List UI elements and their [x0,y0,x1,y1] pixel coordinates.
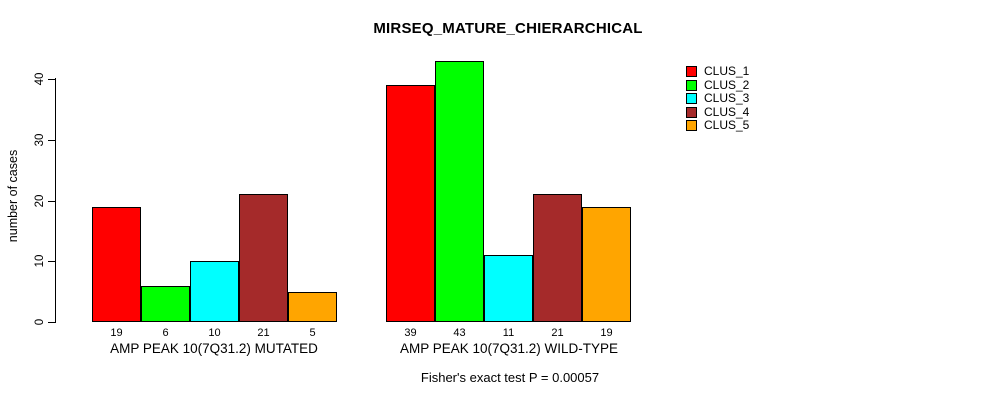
y-tick-label-40: 40 [34,72,46,85]
legend-item-clus_4: CLUS_4 [686,104,750,119]
legend-label-clus_1: CLUS_1 [704,64,750,78]
legend-item-clus_1: CLUS_1 [686,64,750,78]
category-label-mutated: AMP PEAK 10(7Q31.2) MUTATED [110,341,318,356]
bar-clus_4-group1 [239,194,288,322]
y-tick-mark-0 [48,321,56,323]
y-tick-mark-40 [48,78,56,80]
y-tick-label-10: 10 [34,254,46,267]
legend-item-clus_5: CLUS_5 [686,118,750,132]
legend-swatch-clus_5 [686,120,697,131]
bar-value-clus_2-group1: 6 [162,327,169,339]
legend-swatch-clus_3 [686,93,697,104]
y-tick-label-0: 0 [34,318,46,325]
bar-clus_3-group1 [190,261,239,322]
bar-clus_3-group2 [484,255,533,322]
bar-clus_1-group1 [92,207,141,322]
legend: CLUS_1 CLUS_2 CLUS_3 CLUS_4 CLUS_5 [686,64,750,134]
bar-value-clus_4-group2: 21 [551,327,564,339]
bar-clus_5-group2 [582,207,631,322]
bar-value-clus_1-group2: 39 [404,327,417,339]
legend-label-clus_2: CLUS_2 [704,77,750,92]
bar-value-clus_3-group2: 11 [502,327,515,339]
chart-title: MIRSEQ_MATURE_CHIERARCHICAL [373,20,643,37]
legend-label-clus_5: CLUS_5 [704,118,750,132]
legend-label-clus_4: CLUS_4 [704,104,750,119]
bar-value-clus_2-group2: 43 [453,327,466,339]
bar-clus_2-group2 [435,61,484,322]
bar-value-clus_1-group1: 19 [110,327,123,339]
legend-label-clus_3: CLUS_3 [704,91,750,105]
bar-value-clus_5-group2: 19 [600,327,613,339]
y-tick-mark-30 [48,139,56,141]
y-axis-line [55,78,56,322]
bar-value-clus_5-group1: 5 [309,327,316,339]
bar-value-clus_3-group1: 10 [208,327,221,339]
legend-item-clus_2: CLUS_2 [686,77,750,92]
y-tick-label-30: 30 [34,133,46,146]
y-tick-mark-20 [48,200,56,202]
y-tick-mark-10 [48,260,56,262]
legend-swatch-clus_4 [686,106,697,118]
bar-clus_2-group1 [141,286,190,322]
category-label-wild-type: AMP PEAK 10(7Q31.2) WILD-TYPE [399,341,619,356]
legend-swatch-clus_1 [686,66,697,77]
bar-clus_1-group2 [386,85,435,322]
bar-value-clus_4-group1: 21 [257,327,270,339]
legend-item-clus_3: CLUS_3 [686,91,750,105]
y-tick-label-20: 20 [34,194,46,207]
y-axis-title: number of cases [6,149,20,243]
legend-swatch-clus_2 [686,79,697,91]
bar-clus_5-group1 [288,292,337,322]
bar-clus_4-group2 [533,194,582,322]
fisher-test-annotation: Fisher's exact test P = 0.00057 [420,370,600,385]
